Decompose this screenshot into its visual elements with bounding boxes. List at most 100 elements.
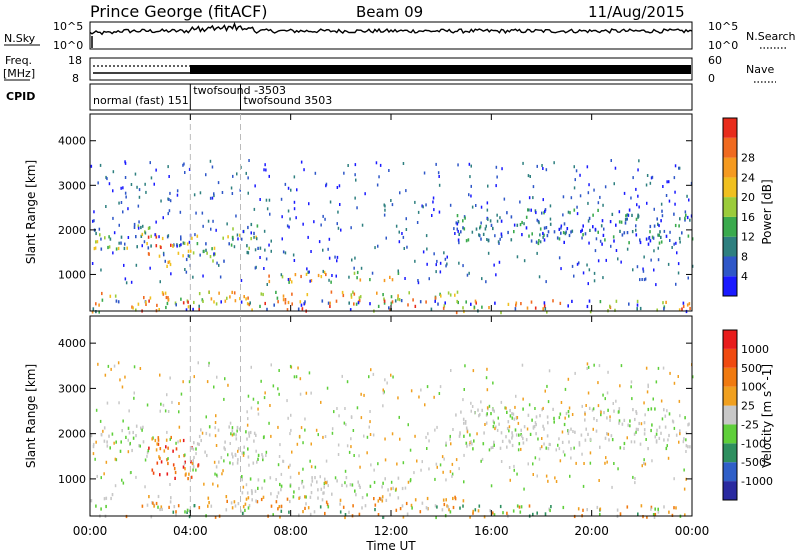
heatmap-cell [643,401,645,405]
heatmap-cell [100,247,103,251]
heatmap-cell [369,420,371,424]
heatmap-cell [100,237,102,241]
heatmap-cell [535,423,537,427]
heatmap-cell [372,433,375,437]
heatmap-cell [94,246,97,250]
heatmap-cell [223,446,225,450]
heatmap-cell [402,162,405,165]
heatmap-cell [106,440,108,444]
heatmap-cell [289,277,291,281]
heatmap-cell [117,361,120,365]
heatmap-cell [652,513,655,517]
heatmap-cell [534,209,537,213]
heatmap-cell [481,305,483,309]
heatmap-cell [144,485,146,489]
heatmap-cell [678,166,681,170]
heatmap-cell [308,270,310,274]
heatmap-cell [507,420,510,424]
heatmap-cell [451,472,454,476]
heatmap-cell [489,509,491,513]
heatmap-cell [626,213,629,217]
heatmap-cell [136,245,138,249]
heatmap-cell [623,418,626,422]
heatmap-cell [373,480,376,484]
heatmap-cell [327,505,330,509]
heatmap-cell [148,226,151,230]
heatmap-cell [182,380,184,384]
heatmap-cell [201,211,204,215]
heatmap-cell [558,416,561,420]
heatmap-cell [358,454,360,458]
heatmap-cell [107,245,109,250]
colorbar-tick-label: -500 [741,456,766,469]
heatmap-cell [287,186,290,190]
heatmap-cell [124,375,126,379]
heatmap-cell [344,515,346,520]
heatmap-cell [633,432,636,436]
heatmap-cell [269,404,271,407]
heatmap-cell [532,462,534,466]
colorbar-tick-label: 25 [741,400,755,413]
nave-label: Nave [746,63,774,76]
heatmap-cell [601,242,603,246]
heatmap-cell [630,196,632,200]
heatmap-cell [633,440,636,444]
heatmap-cell [350,226,352,230]
heatmap-cell [144,182,146,186]
heatmap-cell [462,499,465,503]
heatmap-cell [646,390,649,394]
heatmap-cell [121,385,124,389]
heatmap-cell [227,383,229,387]
heatmap-cell [588,183,590,187]
heatmap-cell [220,300,222,304]
heatmap-cell [256,237,258,241]
heatmap-cell [428,439,430,443]
heatmap-cell [639,442,642,446]
heatmap-cell [177,440,179,444]
heatmap-cell [339,502,341,506]
heatmap-cell [303,168,305,172]
heatmap-cell [635,411,638,415]
heatmap-cell [425,203,427,207]
heatmap-cell [193,455,195,460]
heatmap-cell [485,280,487,284]
heatmap-cell [480,237,482,241]
heatmap-cell [179,210,182,214]
heatmap-cell [98,227,101,231]
heatmap-cell [477,408,479,412]
heatmap-cell [366,451,368,455]
heatmap-cell [531,418,533,422]
heatmap-cell [626,231,629,235]
cpid-label: CPID [6,90,35,103]
heatmap-cell [184,453,186,457]
heatmap-cell [525,215,528,219]
heatmap-cell [175,303,177,307]
heatmap-cell [118,201,120,205]
heatmap-cell [298,471,300,475]
heatmap-cell [230,501,233,505]
heatmap-cell [317,273,320,278]
heatmap-cell [243,445,245,449]
heatmap-cell [542,231,544,236]
heatmap-cell [121,478,123,482]
heatmap-cell [323,270,326,274]
heatmap-cell [663,408,665,412]
heatmap-cell [355,493,357,497]
heatmap-cell [560,231,562,235]
heatmap-cell [532,425,535,429]
heatmap-cell [414,259,416,263]
heatmap-cell [621,422,624,426]
heatmap-cell [119,378,121,382]
heatmap-cell [678,308,681,312]
heatmap-cell [392,375,394,379]
heatmap-cell [306,293,309,297]
heatmap-cell [597,381,599,385]
heatmap-cell [210,297,213,301]
heatmap-cell [100,476,102,480]
heatmap-cell [538,275,541,279]
heatmap-cell [539,414,541,418]
date-label: 11/Aug/2015 [588,3,685,21]
heatmap-cell [146,403,149,407]
heatmap-cell [361,506,363,510]
heatmap-cell [213,192,215,196]
